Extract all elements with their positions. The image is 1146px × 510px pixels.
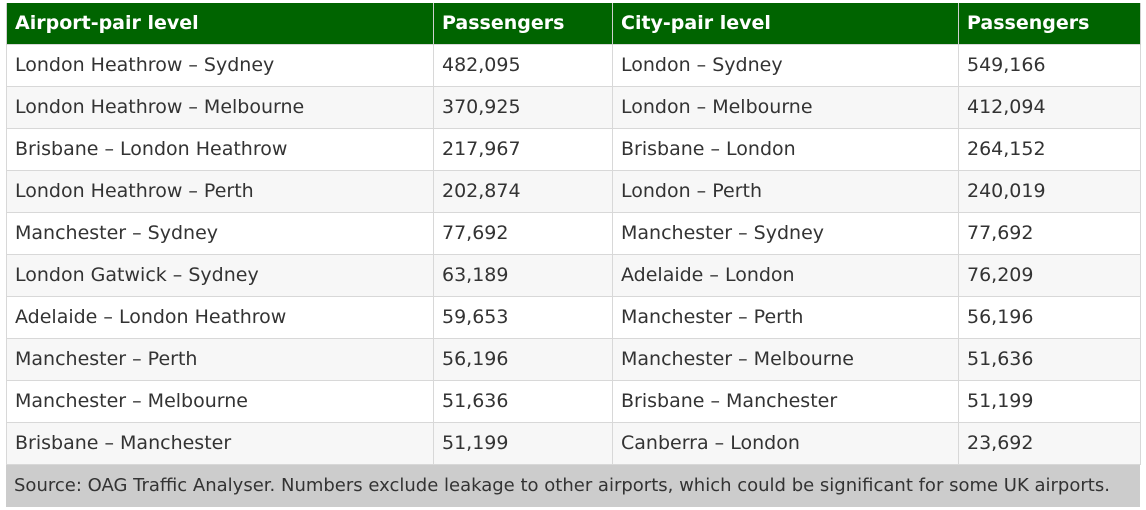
airport-passengers-cell: 51,199 <box>433 421 613 465</box>
airport-passengers-cell: 370,925 <box>433 85 613 129</box>
table-row: Brisbane – London Heathrow 217,967 Brisb… <box>6 127 1141 171</box>
table-row: London Gatwick – Sydney 63,189 Adelaide … <box>6 253 1141 297</box>
city-pair-cell: Canberra – London <box>612 421 959 465</box>
city-pair-cell: Brisbane – Manchester <box>612 379 959 423</box>
city-pair-cell: Brisbane – London <box>612 127 959 171</box>
header-airport-pair-level: Airport-pair level <box>6 3 434 44</box>
airport-passengers-cell: 51,636 <box>433 379 613 423</box>
city-passengers-cell: 51,199 <box>958 379 1141 423</box>
header-airport-passengers: Passengers <box>433 3 613 44</box>
airport-passengers-cell: 77,692 <box>433 211 613 255</box>
table-row: London Heathrow – Perth 202,874 London –… <box>6 169 1141 213</box>
airport-passengers-cell: 63,189 <box>433 253 613 297</box>
table-row: Manchester – Perth 56,196 Manchester – M… <box>6 337 1141 381</box>
airport-pair-cell: London Gatwick – Sydney <box>6 253 434 297</box>
city-passengers-cell: 23,692 <box>958 421 1141 465</box>
city-passengers-cell: 77,692 <box>958 211 1141 255</box>
airport-pair-cell: Manchester – Perth <box>6 337 434 381</box>
airport-passengers-cell: 56,196 <box>433 337 613 381</box>
airport-pair-cell: Brisbane – Manchester <box>6 421 434 465</box>
city-passengers-cell: 56,196 <box>958 295 1141 339</box>
airport-pair-cell: London Heathrow – Sydney <box>6 43 434 87</box>
city-passengers-cell: 240,019 <box>958 169 1141 213</box>
airport-pair-cell: London Heathrow – Perth <box>6 169 434 213</box>
table-row: Manchester – Sydney 77,692 Manchester – … <box>6 211 1141 255</box>
airport-passengers-cell: 202,874 <box>433 169 613 213</box>
city-passengers-cell: 412,094 <box>958 85 1141 129</box>
table-row: London Heathrow – Sydney 482,095 London … <box>6 43 1141 87</box>
table-row: Adelaide – London Heathrow 59,653 Manche… <box>6 295 1141 339</box>
route-passenger-table: Airport-pair level Passengers City-pair … <box>6 3 1141 465</box>
header-city-passengers: Passengers <box>958 3 1141 44</box>
city-passengers-cell: 264,152 <box>958 127 1141 171</box>
airport-pair-cell: London Heathrow – Melbourne <box>6 85 434 129</box>
city-passengers-cell: 51,636 <box>958 337 1141 381</box>
airport-pair-cell: Manchester – Melbourne <box>6 379 434 423</box>
airport-passengers-cell: 217,967 <box>433 127 613 171</box>
table-header-row: Airport-pair level Passengers City-pair … <box>6 3 1141 44</box>
airport-pair-cell: Manchester – Sydney <box>6 211 434 255</box>
city-pair-cell: Manchester – Melbourne <box>612 337 959 381</box>
airport-pair-cell: Brisbane – London Heathrow <box>6 127 434 171</box>
city-passengers-cell: 76,209 <box>958 253 1141 297</box>
source-note: Source: OAG Traffic Analyser. Numbers ex… <box>6 464 1140 507</box>
table-row: Manchester – Melbourne 51,636 Brisbane –… <box>6 379 1141 423</box>
city-pair-cell: Manchester – Perth <box>612 295 959 339</box>
city-pair-cell: Manchester – Sydney <box>612 211 959 255</box>
airport-pair-cell: Adelaide – London Heathrow <box>6 295 434 339</box>
airport-passengers-cell: 482,095 <box>433 43 613 87</box>
city-pair-cell: London – Sydney <box>612 43 959 87</box>
city-pair-cell: London – Melbourne <box>612 85 959 129</box>
table-row: Brisbane – Manchester 51,199 Canberra – … <box>6 421 1141 465</box>
header-city-pair-level: City-pair level <box>612 3 959 44</box>
airport-passengers-cell: 59,653 <box>433 295 613 339</box>
city-pair-cell: London – Perth <box>612 169 959 213</box>
city-pair-cell: Adelaide – London <box>612 253 959 297</box>
table-row: London Heathrow – Melbourne 370,925 Lond… <box>6 85 1141 129</box>
city-passengers-cell: 549,166 <box>958 43 1141 87</box>
